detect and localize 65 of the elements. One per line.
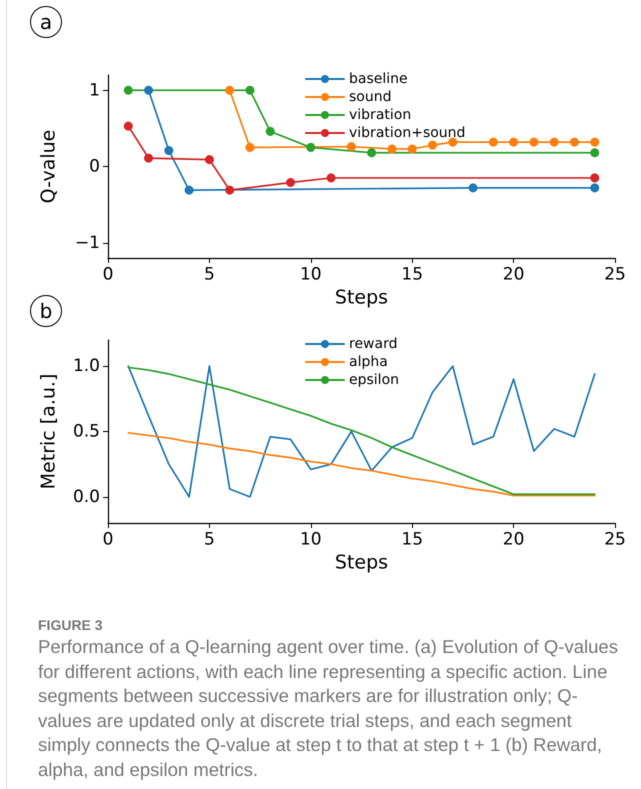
x-axis-title: Steps	[334, 286, 388, 308]
point	[225, 86, 234, 95]
y-axis-title: Q-value	[38, 130, 60, 204]
x-tick-label: 20	[502, 530, 524, 550]
x-tick-label: 0	[102, 264, 114, 284]
point	[245, 142, 254, 152]
legend-label: epsilon	[349, 372, 400, 388]
x-tick-label: 15	[401, 530, 424, 550]
point	[509, 138, 518, 147]
y-tick-label: −1	[74, 232, 100, 253]
x-tick-label: 20	[502, 264, 524, 284]
point	[144, 154, 154, 163]
x-tick-label: 0	[102, 530, 114, 550]
point	[550, 138, 559, 147]
x-tick-label: 15	[401, 264, 424, 284]
point	[326, 173, 336, 182]
x-tick-label: 25	[604, 264, 626, 284]
point	[266, 126, 275, 136]
point	[164, 146, 174, 155]
y-tick-label: 0	[89, 156, 100, 176]
point	[468, 183, 478, 192]
point	[225, 186, 234, 195]
x-tick-label: 5	[204, 264, 215, 284]
point	[124, 122, 133, 131]
y-tick-label: 1	[89, 80, 100, 100]
point	[590, 173, 600, 182]
point	[204, 155, 214, 164]
line-series	[127, 432, 596, 496]
point	[367, 148, 376, 158]
text: a	[30, 6, 62, 38]
point	[570, 138, 579, 147]
point	[428, 140, 437, 150]
point	[245, 86, 254, 95]
point	[590, 148, 600, 158]
point	[529, 138, 538, 147]
x-tick-label: 10	[300, 264, 322, 284]
legend-label: baseline	[349, 71, 408, 87]
point	[124, 86, 133, 95]
x-tick-label: 5	[204, 530, 215, 550]
x-tick-label: 25	[604, 530, 626, 550]
point	[184, 186, 194, 195]
x-axis-title: Steps	[334, 551, 388, 574]
point	[408, 144, 417, 154]
legend-label: vibration+sound	[349, 125, 466, 141]
text: b	[30, 295, 62, 327]
point	[488, 138, 498, 147]
point	[590, 138, 600, 147]
legend-label: reward	[349, 336, 398, 352]
legend-label: sound	[349, 89, 392, 105]
caption: FIGURE 3	[38, 616, 104, 635]
point	[144, 86, 154, 95]
point	[306, 142, 316, 152]
point	[346, 142, 356, 152]
y-tick-label: 1.0	[72, 356, 100, 376]
y-axis-title: Metric [a.u.]	[38, 374, 60, 490]
point	[448, 138, 458, 147]
point	[590, 183, 600, 192]
legend-label: vibration	[349, 107, 412, 123]
x-tick-label: 10	[300, 530, 322, 550]
point	[387, 144, 396, 154]
text: Performance of a Q-learning agent over time. (a) Evolution of Q-values for different actions, with each line representing a specific action. Line segments between successive markers are for illustration only; Q-values are updated only at discrete trial steps, and each segment simply connects the Q-value at step t to that at step t + 1 (b) Reward, alpha, and epsilon metrics.	[38, 635, 619, 782]
y-tick-label: 0.5	[72, 422, 100, 442]
point	[286, 178, 296, 188]
legend-label: alpha	[349, 354, 388, 370]
y-tick-label: 0.0	[72, 486, 100, 507]
